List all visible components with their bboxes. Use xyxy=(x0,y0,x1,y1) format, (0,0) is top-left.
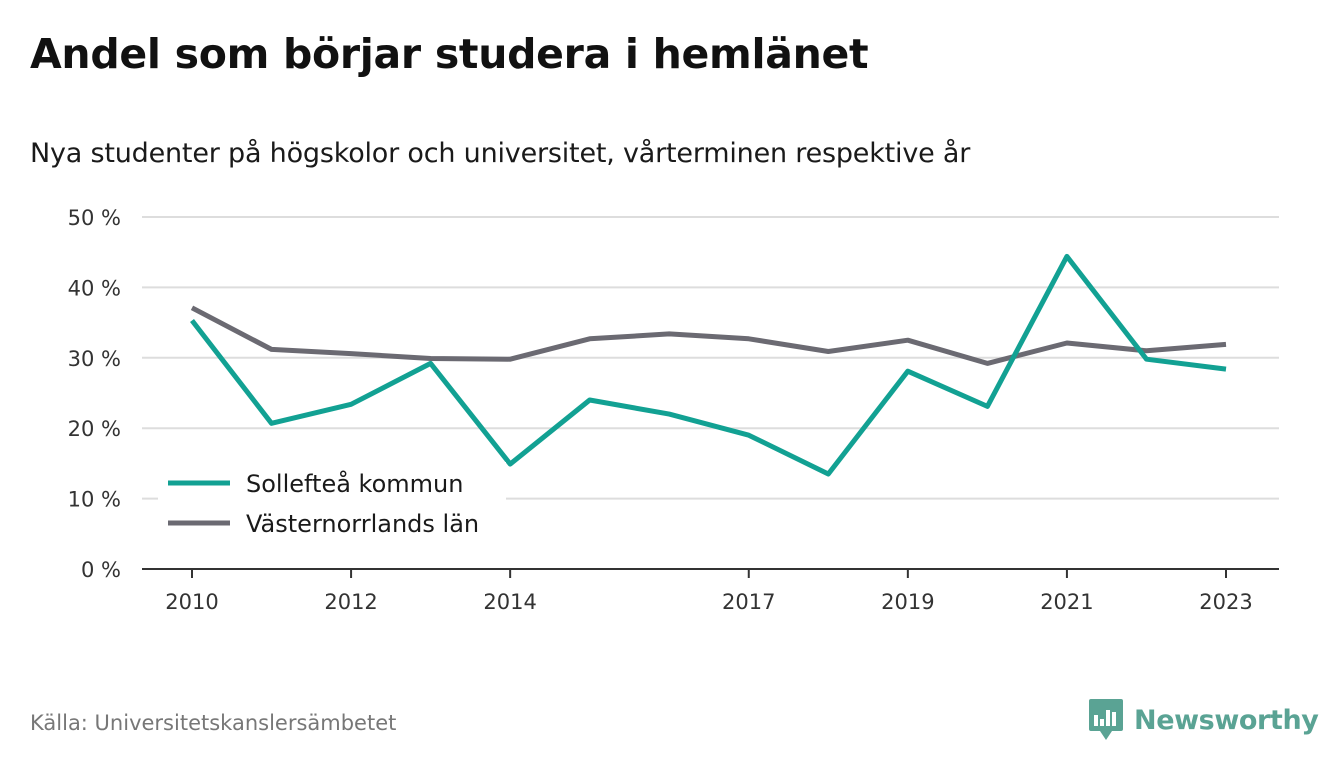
x-tick-label: 2019 xyxy=(881,590,934,614)
brand-name: Newsworthy xyxy=(1134,704,1319,736)
x-tick-label: 2021 xyxy=(1040,590,1093,614)
source-note: Källa: Universitetskanslersämbetet xyxy=(30,711,397,735)
legend-label-1: Västernorrlands län xyxy=(246,510,479,538)
y-tick-label: 40 % xyxy=(68,276,121,300)
x-tick-label: 2014 xyxy=(483,590,536,614)
x-tick-label: 2017 xyxy=(722,590,775,614)
chart-title: Andel som börjar studera i hemlänet xyxy=(30,30,869,78)
y-tick-label: 20 % xyxy=(68,417,121,441)
y-tick-label: 10 % xyxy=(68,488,121,512)
y-tick-label: 30 % xyxy=(68,347,121,371)
x-tick-label: 2023 xyxy=(1199,590,1252,614)
brand-logo: Newsworthy xyxy=(1088,698,1319,742)
legend-box xyxy=(158,462,506,544)
series-line-1 xyxy=(190,305,1227,366)
series-line-0 xyxy=(190,253,1227,477)
newsworthy-logo-icon xyxy=(1089,699,1123,740)
line-chart: 0 % 10 % 20 % 30 % 40 % 50 % 2010 2012 2014 2017 2… xyxy=(68,206,1279,614)
chart-subtitle: Nya studenter på högskolor och universit… xyxy=(30,138,971,169)
x-tick-label: 2010 xyxy=(165,590,218,614)
legend-label-0: Sollefteå kommun xyxy=(246,469,463,498)
y-tick-label: 0 % xyxy=(81,558,121,582)
x-tick-label: 2012 xyxy=(324,590,377,614)
y-tick-label: 50 % xyxy=(68,206,121,230)
